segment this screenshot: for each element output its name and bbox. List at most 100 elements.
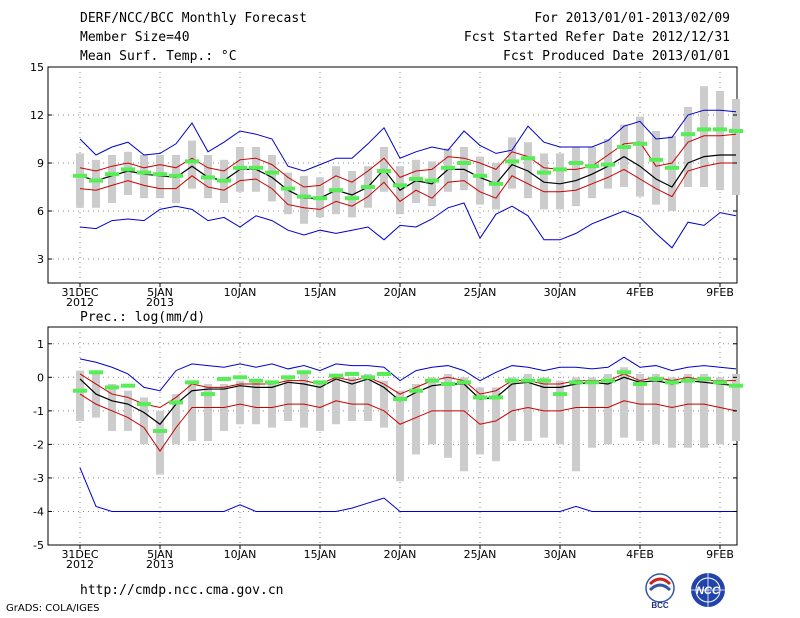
y-tick-label: 9 [37, 157, 44, 170]
median-marker [345, 196, 359, 201]
median-marker [297, 370, 311, 375]
median-marker [409, 177, 423, 181]
median-marker [281, 186, 295, 191]
median-marker [601, 378, 615, 383]
bcc-logo: BCC [645, 573, 675, 610]
spread-box [508, 377, 516, 442]
x-tick-label: 4FEB [626, 286, 654, 299]
median-marker [553, 167, 567, 172]
median-marker [169, 173, 183, 178]
median-marker [297, 194, 311, 199]
minus-sd-line [79, 393, 737, 452]
median-marker [729, 129, 743, 133]
spread-box [284, 172, 292, 215]
header-left: DERF/NCC/BCC Monthly Forecast Member Siz… [80, 10, 307, 67]
plus-sd-line [79, 373, 736, 409]
median-marker [137, 402, 151, 407]
spread-box [604, 373, 612, 445]
median-marker [633, 382, 647, 387]
x-tick-label: 10JAN [224, 548, 257, 561]
mean-line [79, 376, 737, 426]
median-marker [201, 175, 215, 180]
spread-box [524, 142, 532, 199]
median-marker [681, 132, 695, 137]
median-marker [425, 378, 439, 383]
spread-box [476, 156, 484, 205]
spread-box [700, 373, 708, 448]
spread-box [588, 147, 596, 199]
spread-box [156, 155, 164, 199]
forecast-started: Fcst Started Refer Date 2012/12/31 [463, 30, 730, 45]
spread-box [636, 373, 644, 442]
median-marker [409, 388, 423, 393]
spread-box [396, 390, 404, 482]
median-marker [505, 378, 519, 383]
median-marker [329, 188, 343, 193]
median-marker [457, 380, 471, 385]
spread-box [76, 370, 84, 421]
median-marker [649, 376, 663, 381]
x-tick-label: 2012 [66, 296, 94, 309]
median-marker [569, 380, 583, 385]
median-marker [473, 395, 487, 400]
x-tick-label: 2013 [146, 558, 174, 571]
ncc-logo: NCC [691, 573, 725, 607]
spread-box [252, 380, 260, 425]
spread-box [716, 91, 724, 191]
agency-logos: BCC NCC [645, 573, 725, 610]
median-marker [217, 178, 231, 183]
x-tick-label: 31DEC [61, 548, 98, 561]
median-marker [265, 170, 279, 175]
spread-box [556, 153, 564, 210]
bcc-logo-text: BCC [651, 601, 669, 610]
median-marker [121, 383, 135, 388]
source-url[interactable]: http://cmdp.ncc.cma.gov.cn [80, 583, 284, 598]
spread-box [684, 107, 692, 187]
median-marker [617, 370, 631, 375]
x-tick-label: 5JAN [147, 548, 173, 561]
median-marker [665, 380, 679, 385]
header-right: For 2013/01/01-2013/02/09 Fcst Started R… [464, 10, 730, 67]
median-marker [377, 371, 391, 376]
median-marker [73, 173, 87, 178]
median-marker [265, 380, 279, 385]
spread-box [188, 140, 196, 189]
mean-line [79, 154, 736, 199]
median-marker [393, 183, 407, 188]
spread-box [348, 171, 356, 218]
spread-box [108, 384, 116, 431]
spread-box [284, 377, 292, 421]
median-marker [185, 380, 199, 385]
spread-box [300, 175, 308, 224]
max-line [79, 109, 737, 172]
plot-frame [47, 326, 738, 546]
variable-label: Mean Surf. Temp.: °C [80, 49, 237, 64]
spread-box [460, 377, 468, 472]
x-tick-label: 4FEB [626, 548, 654, 561]
x-tick-label: 31DEC [61, 286, 98, 299]
x-tick-label: 20JAN [384, 286, 417, 299]
median-marker [153, 172, 167, 177]
y-tick-label: -5 [33, 539, 44, 552]
spread-box [124, 151, 132, 195]
spread-box [412, 159, 420, 203]
median-marker [537, 378, 551, 383]
y-tick-label: -3 [33, 472, 44, 485]
median-marker [249, 165, 263, 170]
median-marker [505, 159, 519, 164]
y-tick-label: 3 [37, 253, 44, 266]
y-tick-label: -2 [33, 438, 44, 451]
precip-title: Prec.: log(mm/d) [80, 310, 206, 325]
spread-box [492, 387, 500, 462]
median-marker [313, 196, 327, 201]
x-tick-label: 25JAN [464, 548, 497, 561]
median-marker [441, 382, 455, 387]
y-tick-label: 0 [37, 371, 44, 384]
median-marker [217, 376, 231, 381]
median-marker [73, 388, 87, 393]
spread-box [316, 380, 324, 431]
x-tick-label: 2013 [146, 296, 174, 309]
y-tick-label: 12 [30, 109, 44, 122]
